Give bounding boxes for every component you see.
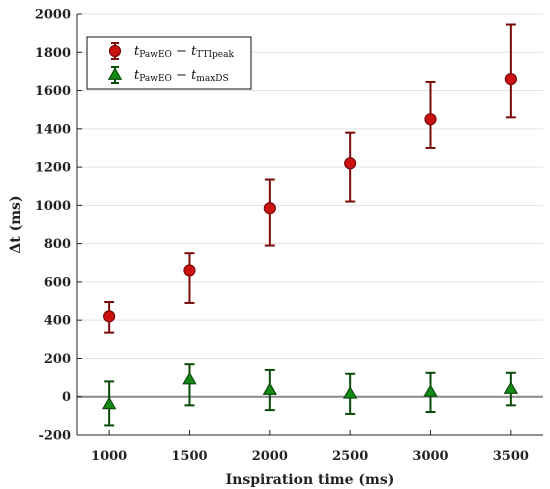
y-tick-label-9: 1600 bbox=[35, 84, 71, 99]
y-axis-title: Δt (ms) bbox=[8, 195, 24, 253]
legend: tPawEO − tTTIpeak tPawEO − tmaxDS bbox=[86, 36, 252, 90]
data-point-s1-3 bbox=[342, 386, 358, 399]
series-0 bbox=[103, 23, 517, 334]
legend-label-0: tPawEO − tTTIpeak bbox=[134, 44, 234, 60]
y-tick-label-1: 0 bbox=[62, 390, 71, 405]
y-tick-label-5: 800 bbox=[44, 237, 71, 252]
y-tick-label-10: 1800 bbox=[35, 46, 71, 61]
error-bar-s0-5 bbox=[505, 23, 516, 119]
error-bar-s0-1 bbox=[184, 252, 195, 304]
data-point-s1-4 bbox=[423, 384, 438, 397]
x-tick-label-2: 2000 bbox=[252, 449, 288, 464]
x-axis: 1000 1500 2000 2500 3000 3500 bbox=[91, 430, 529, 464]
data-point-s1-5 bbox=[503, 381, 519, 394]
legend-item-0: tPawEO − tTTIpeak bbox=[108, 42, 234, 60]
data-point-s1-1 bbox=[182, 371, 197, 385]
x-tick-label-3: 2500 bbox=[332, 449, 368, 464]
y-tick-label-8: 1400 bbox=[35, 122, 71, 137]
data-point-s1-2 bbox=[262, 382, 278, 395]
legend-label-1: tPawEO − tmaxDS bbox=[134, 68, 229, 84]
x-axis-title: Inspiration time (ms) bbox=[226, 472, 395, 488]
y-axis: -200 0 200 400 600 800 1000 1200 1400 1600 1800 200… bbox=[35, 8, 82, 444]
x-tick-label-1: 1500 bbox=[171, 449, 207, 464]
x-tick-label-4: 3000 bbox=[412, 449, 448, 464]
x-tick-label-5: 3500 bbox=[493, 449, 529, 464]
data-marks bbox=[101, 23, 519, 427]
data-point-s0-1 bbox=[183, 264, 196, 277]
error-bar-s1-1 bbox=[184, 363, 195, 407]
y-tick-label-0: -200 bbox=[38, 429, 71, 444]
data-point-s0-5 bbox=[504, 72, 517, 86]
legend-marker-0 bbox=[108, 44, 122, 58]
y-tick-label-2: 200 bbox=[44, 352, 71, 367]
data-point-s0-4 bbox=[424, 113, 437, 126]
data-point-s0-2 bbox=[263, 202, 276, 215]
legend-item-1: tPawEO − tmaxDS bbox=[107, 66, 229, 84]
y-tick-label-4: 600 bbox=[44, 275, 71, 290]
y-tick-label-11: 2000 bbox=[35, 8, 71, 23]
plot-frame bbox=[76, 14, 543, 436]
y-tick-label-3: 400 bbox=[44, 314, 71, 329]
data-point-s1-0 bbox=[101, 396, 117, 410]
y-tick-label-7: 1200 bbox=[35, 161, 71, 176]
legend-marker-1 bbox=[107, 67, 123, 80]
series-1 bbox=[101, 363, 519, 427]
x-tick-label-0: 1000 bbox=[91, 449, 127, 464]
y-tick-label-6: 1000 bbox=[35, 199, 71, 214]
data-point-s0-3 bbox=[344, 157, 357, 170]
data-point-s0-0 bbox=[103, 310, 116, 323]
